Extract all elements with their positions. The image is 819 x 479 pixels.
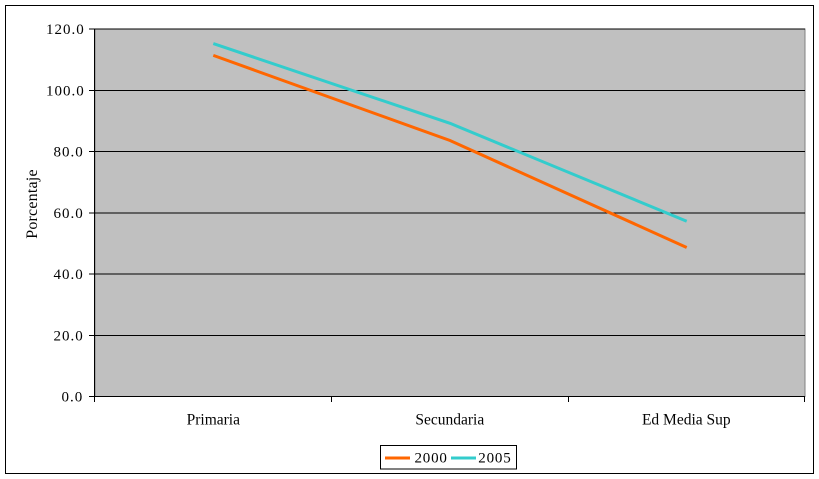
svg-text:Primaria: Primaria xyxy=(187,411,240,428)
svg-text:120.0: 120.0 xyxy=(46,22,85,38)
svg-text:Porcentaje: Porcentaje xyxy=(24,169,41,239)
svg-text:100.0: 100.0 xyxy=(46,83,85,99)
svg-text:Secundaria: Secundaria xyxy=(415,411,484,428)
svg-text:20.0: 20.0 xyxy=(54,328,84,344)
svg-text:0.0: 0.0 xyxy=(62,390,84,406)
svg-text:2000: 2000 xyxy=(415,451,448,467)
svg-text:2005: 2005 xyxy=(478,451,511,467)
svg-text:40.0: 40.0 xyxy=(54,267,84,283)
svg-text:Ed Media Sup: Ed Media Sup xyxy=(642,411,731,428)
svg-text:80.0: 80.0 xyxy=(54,145,84,161)
svg-text:60.0: 60.0 xyxy=(54,206,84,222)
